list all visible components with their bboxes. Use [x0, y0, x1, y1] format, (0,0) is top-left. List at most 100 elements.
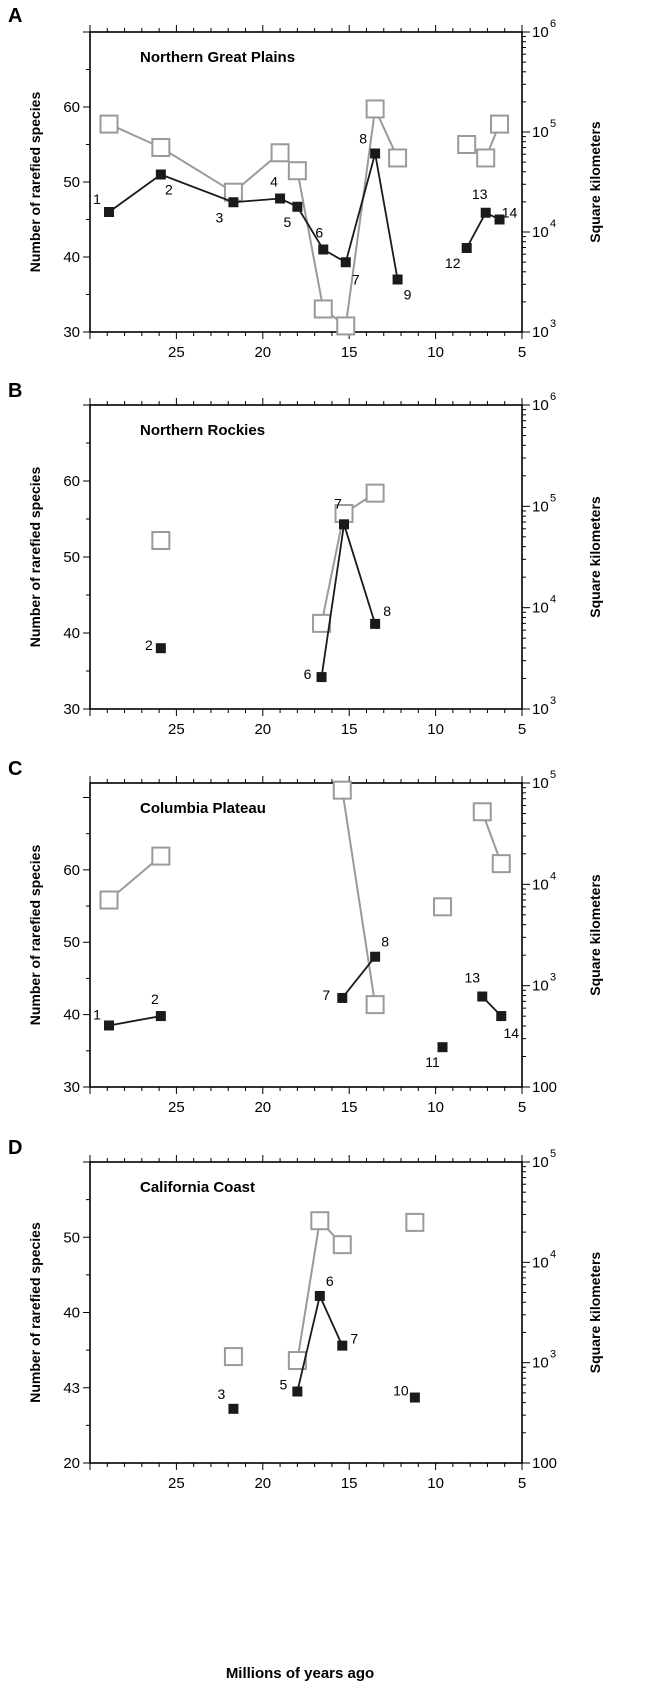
x-tick-label: 20 [254, 1099, 271, 1116]
point-number-label: 6 [326, 1273, 334, 1289]
panel-title: Columbia Plateau [140, 800, 266, 817]
y-tick-label: 40 [63, 1305, 80, 1322]
y-tick-label: 50 [63, 934, 80, 951]
x-tick-label: 5 [518, 1099, 526, 1116]
x-tick-label: 10 [427, 1475, 444, 1492]
y-tick-label: 43 [63, 1380, 80, 1397]
species-point [437, 1042, 448, 1053]
species-point [496, 1011, 507, 1022]
point-number-label: 2 [165, 182, 173, 198]
point-number-label: 14 [503, 1025, 519, 1041]
y-tick-label: 60 [63, 862, 80, 879]
species-point [155, 643, 166, 654]
area-point [490, 114, 510, 134]
y-tick-label: 60 [63, 473, 80, 490]
area-point [312, 613, 332, 633]
area-point [388, 148, 408, 168]
y2-tick-label-exponent: 4 [550, 594, 556, 606]
species-point [340, 257, 351, 268]
species-point [461, 243, 472, 253]
area-point [336, 316, 356, 336]
area-point [472, 802, 492, 822]
species-point [409, 1392, 420, 1403]
y-axis-label: Number of rarefied species [27, 845, 43, 1026]
y2-tick-label-exponent: 5 [550, 118, 556, 130]
y2-tick-label-base: 100 [532, 1079, 557, 1096]
panel-label: C [8, 758, 22, 780]
y2-tick-label-exponent: 5 [550, 492, 556, 504]
y-tick-label: 60 [63, 99, 80, 116]
y2-tick-label-exponent: 4 [550, 218, 556, 230]
species-point [292, 1386, 303, 1397]
species-point [228, 1403, 239, 1414]
point-number-label: 11 [425, 1054, 440, 1070]
x-tick-label: 15 [341, 721, 358, 738]
y2-tick-label-base: 10 [532, 775, 549, 792]
species-point [337, 1340, 348, 1351]
y2-tick-label-base: 10 [532, 1154, 549, 1171]
point-number-label: 7 [322, 987, 330, 1003]
species-point [370, 618, 381, 629]
y2-tick-label-exponent: 5 [550, 769, 556, 781]
species-point [104, 1020, 115, 1031]
species-point [314, 1290, 325, 1301]
y2-tick-label-exponent: 3 [550, 972, 556, 984]
x-tick-label: 5 [518, 1475, 526, 1492]
x-tick-label: 10 [427, 721, 444, 738]
panel-label: B [8, 380, 22, 402]
point-number-label: 1 [93, 191, 101, 207]
y2-tick-label-base: 10 [532, 124, 549, 141]
point-number-label: 3 [218, 1386, 226, 1402]
area-point [365, 483, 385, 503]
area-point [365, 99, 385, 119]
point-number-label: 1 [93, 1006, 101, 1022]
y2-tick-label-exponent: 3 [550, 318, 556, 330]
y-tick-label: 30 [63, 324, 80, 341]
y-axis-label: Number of rarefied species [27, 467, 43, 648]
area-point [99, 890, 119, 910]
y2-tick-label-exponent: 4 [550, 1248, 556, 1260]
y-tick-label: 30 [63, 701, 80, 718]
species-series-line [320, 524, 376, 678]
x-tick-label: 25 [168, 344, 185, 361]
area-point [151, 531, 171, 551]
x-tick-label: 10 [427, 1099, 444, 1116]
y2-tick-label-base: 10 [532, 876, 549, 893]
area-point [433, 897, 453, 917]
y2-tick-label-exponent: 5 [550, 1148, 556, 1160]
area-point [270, 143, 290, 163]
point-number-label: 7 [334, 495, 342, 511]
species-point [104, 207, 115, 217]
point-number-label: 3 [216, 209, 224, 225]
point-number-label: 8 [381, 934, 389, 950]
y-tick-label: 50 [63, 549, 80, 566]
area-point [476, 148, 496, 168]
y-tick-label: 40 [63, 249, 80, 266]
species-point [370, 148, 381, 159]
area-series-line [341, 790, 377, 1005]
plot-frame [89, 404, 523, 710]
panel-title: Northern Great Plains [140, 49, 295, 66]
y2-tick-label-base: 10 [532, 324, 549, 341]
point-number-label: 7 [352, 271, 360, 287]
y-axis-label: Number of rarefied species [27, 1222, 43, 1403]
y2-tick-label-base: 10 [532, 498, 549, 515]
y2-tick-label-base: 10 [532, 1355, 549, 1372]
plot-frame [89, 31, 523, 333]
area-point [99, 114, 119, 134]
point-number-label: 2 [145, 637, 153, 653]
y2-tick-label-base: 10 [532, 978, 549, 995]
x-tick-label: 20 [254, 344, 271, 361]
point-number-label: 14 [502, 205, 518, 221]
species-point [316, 672, 327, 683]
species-point [494, 214, 505, 225]
species-point [155, 169, 166, 180]
x-tick-label: 15 [341, 1475, 358, 1492]
species-point [228, 197, 239, 208]
x-tick-label: 5 [518, 721, 526, 738]
